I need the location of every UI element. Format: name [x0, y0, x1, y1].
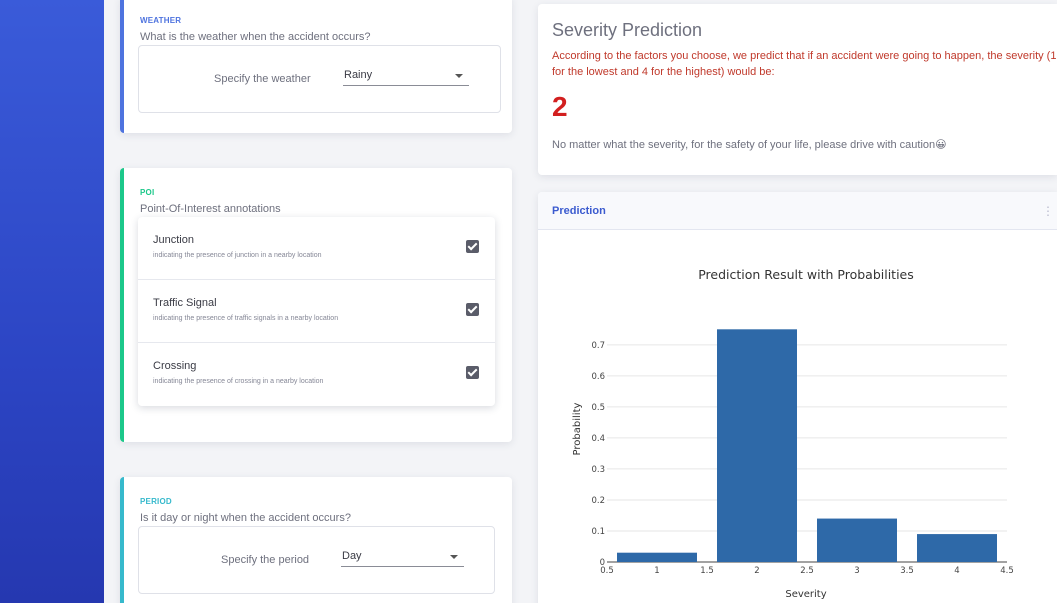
- chart-xtick-label: 0.5: [600, 566, 614, 576]
- crossing-checkbox[interactable]: [466, 366, 479, 379]
- poi-section-label: POI: [140, 188, 155, 197]
- prediction-card-header: Prediction ⋮: [538, 192, 1057, 230]
- traffic-signal-checkbox[interactable]: [466, 303, 479, 316]
- chart-ytick-label: 0: [600, 558, 605, 568]
- prediction-card-title: Prediction: [552, 205, 606, 217]
- poi-question: Point-Of-Interest annotations: [140, 203, 281, 215]
- severity-note: No matter what the severity, for the saf…: [552, 139, 947, 151]
- chart-xtick-label: 3.5: [900, 566, 914, 576]
- chart-xtick-label: 1.5: [700, 566, 714, 576]
- poi-item-junction[interactable]: Junction indicating the presence of junc…: [138, 217, 495, 280]
- weather-section-label: WEATHER: [140, 16, 182, 25]
- chart-bar: [617, 552, 697, 562]
- weather-selected-value: Rainy: [344, 69, 373, 81]
- weather-select[interactable]: Rainy: [343, 66, 469, 86]
- junction-checkbox[interactable]: [466, 240, 479, 253]
- chart-ytick-label: 0.2: [591, 496, 605, 506]
- chart-ytick-label: 0.7: [591, 341, 605, 351]
- severity-value: 2: [552, 91, 568, 122]
- weather-question: What is the weather when the accident oc…: [140, 31, 371, 43]
- severity-card: Severity Prediction According to the fac…: [538, 4, 1057, 175]
- sidebar: [0, 0, 104, 603]
- chart-xtick-label: 1: [654, 566, 659, 576]
- poi-item-crossing[interactable]: Crossing indicating the presence of cros…: [138, 343, 495, 406]
- poi-item-description: indicating the presence of traffic signa…: [153, 315, 339, 322]
- period-card: PERIOD Is it day or night when the accid…: [120, 477, 512, 603]
- chart-xtick-label: 2.5: [800, 566, 814, 576]
- chart-xtick-label: 4: [954, 566, 959, 576]
- chevron-down-icon: [455, 74, 463, 78]
- poi-list: Junction indicating the presence of junc…: [138, 217, 495, 406]
- poi-item-description: indicating the presence of junction in a…: [153, 252, 322, 259]
- poi-item-traffic-signal[interactable]: Traffic Signal indicating the presence o…: [138, 280, 495, 343]
- weather-field-label: Specify the weather: [214, 73, 311, 85]
- chart-ytick-label: 0.4: [591, 434, 605, 444]
- prediction-chart: Prediction Result with Probabilities Sev…: [572, 267, 1014, 600]
- chart-bar: [817, 518, 897, 562]
- poi-item-description: indicating the presence of crossing in a…: [153, 378, 324, 385]
- chart-ytick-label: 0.6: [591, 372, 605, 382]
- poi-item-title: Junction: [153, 234, 194, 246]
- chart-bar: [917, 534, 997, 562]
- chart-bar: [717, 329, 797, 562]
- period-select[interactable]: Day: [341, 547, 464, 567]
- prediction-card: Prediction ⋮ Prediction Result with Prob…: [538, 192, 1057, 603]
- poi-item-title: Crossing: [153, 360, 197, 372]
- chart-title: Prediction Result with Probabilities: [698, 267, 914, 282]
- chart-ylabel: Probability: [572, 402, 583, 455]
- severity-title: Severity Prediction: [552, 20, 703, 40]
- chart-xlabel: Severity: [785, 589, 826, 600]
- weather-card: WEATHER What is the weather when the acc…: [120, 0, 512, 133]
- chart-ytick-label: 0.5: [591, 403, 605, 413]
- period-field-label: Specify the period: [221, 554, 310, 566]
- chevron-down-icon: [450, 555, 458, 559]
- period-question: Is it day or night when the accident occ…: [140, 512, 351, 524]
- poi-item-title: Traffic Signal: [153, 297, 217, 309]
- chart-ytick-label: 0.1: [591, 527, 605, 537]
- poi-card: POI Point-Of-Interest annotations Juncti…: [120, 168, 512, 442]
- more-vertical-icon[interactable]: ⋮: [1042, 204, 1054, 218]
- period-selected-value: Day: [342, 550, 362, 562]
- chart-ytick-label: 0.3: [591, 465, 605, 475]
- chart-xtick-label: 2: [754, 566, 759, 576]
- weather-field-box: Specify the weather Rainy: [138, 45, 501, 113]
- chart-xtick-label: 3: [854, 566, 859, 576]
- chart-xtick-label: 4.5: [1000, 566, 1014, 576]
- period-field-box: Specify the period Day: [138, 526, 495, 594]
- period-section-label: PERIOD: [140, 497, 172, 506]
- severity-description: According to the factors you choose, we …: [552, 50, 1057, 78]
